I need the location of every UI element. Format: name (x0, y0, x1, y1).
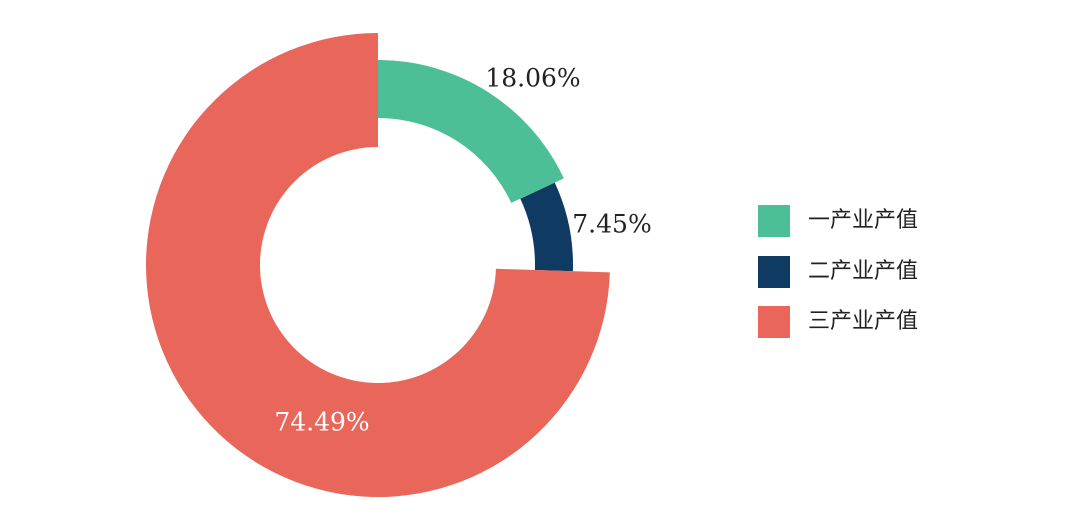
donut-segment (378, 60, 564, 203)
legend-swatch (758, 306, 790, 338)
donut-segment (520, 182, 573, 272)
legend-swatch (758, 205, 790, 237)
legend-label: 三产业产值 (808, 309, 918, 334)
data-label: 74.49% (274, 408, 369, 437)
legend-swatch (758, 256, 790, 288)
data-label: 18.06% (485, 64, 580, 93)
legend-label: 二产业产值 (808, 259, 918, 284)
data-label: 7.45% (572, 210, 651, 239)
legend-label: 一产业产值 (808, 208, 918, 233)
donut-segment (145, 33, 610, 497)
